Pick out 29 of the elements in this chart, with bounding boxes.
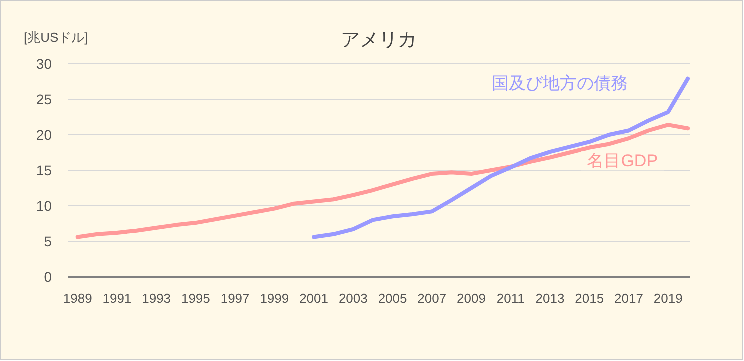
y-axis-title: [兆USドル] bbox=[24, 30, 88, 45]
y-tick-label: 20 bbox=[36, 127, 52, 143]
x-tick-label: 1995 bbox=[181, 291, 210, 306]
text: 国及び地方の債務 bbox=[492, 74, 628, 93]
x-tick-label: 2005 bbox=[378, 291, 408, 306]
x-tick-label: 2007 bbox=[418, 291, 447, 306]
y-tick-label: 25 bbox=[36, 92, 52, 108]
x-tick-label: 2003 bbox=[338, 291, 368, 306]
x-tick-label: 1993 bbox=[142, 291, 172, 306]
x-tick-label: 1991 bbox=[102, 291, 132, 306]
x-tick-label: 2019 bbox=[654, 291, 683, 306]
x-tick-label: 2009 bbox=[457, 291, 486, 306]
x-tick-label: 2001 bbox=[300, 291, 329, 306]
x-tick-label: 1997 bbox=[220, 291, 250, 306]
chart-title: アメリカ bbox=[341, 30, 417, 51]
y-tick-label: 10 bbox=[36, 198, 52, 214]
x-tick-label: 2017 bbox=[614, 291, 644, 306]
x-tick-label: 1999 bbox=[260, 291, 290, 306]
y-tick-label: 5 bbox=[44, 234, 52, 250]
y-tick-label: 15 bbox=[36, 162, 52, 178]
y-tick-label: 0 bbox=[44, 269, 52, 285]
series-label: 名目GDP bbox=[587, 152, 658, 171]
line-series bbox=[312, 76, 690, 240]
x-tick-label: 2013 bbox=[536, 291, 565, 306]
x-tick-label: 2011 bbox=[496, 291, 525, 306]
line-series bbox=[76, 123, 690, 240]
x-tick-label: 2015 bbox=[575, 291, 604, 306]
x-tick-label: 1989 bbox=[63, 291, 92, 306]
y-tick-label: 30 bbox=[36, 56, 52, 72]
